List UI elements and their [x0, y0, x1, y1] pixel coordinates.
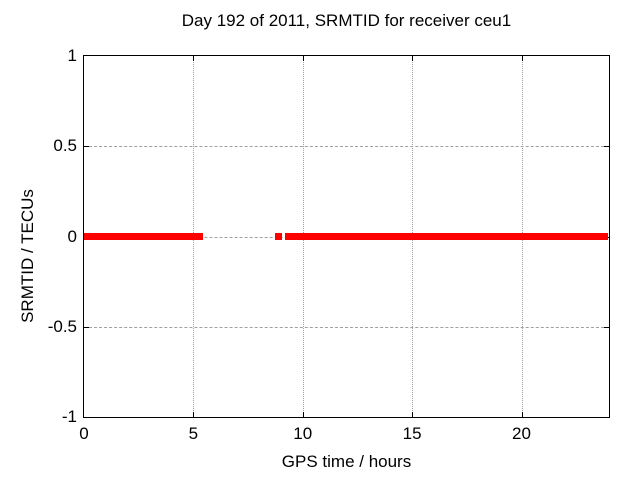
y-tick-label: 0: [67, 226, 77, 246]
y-tick-label: -0.5: [47, 316, 77, 336]
y-gridline: [84, 326, 609, 328]
data-series-segment: [84, 233, 204, 240]
x-tick-mark-top: [302, 56, 304, 61]
y-tick-label: -1: [61, 407, 77, 426]
x-tick-mark-top: [412, 56, 414, 61]
x-axis-label: GPS time / hours: [281, 452, 412, 471]
x-tick-label: 15: [402, 424, 422, 443]
y-tick-mark-right: [604, 326, 609, 328]
data-series-segment: [284, 233, 608, 240]
x-tick-label: 5: [188, 424, 199, 443]
plot-area: [83, 55, 610, 418]
y-tick-mark-left: [84, 146, 89, 148]
x-tick-mark-bottom: [302, 412, 304, 417]
x-tick-mark-bottom: [412, 412, 414, 417]
x-tick-label: 20: [512, 424, 531, 443]
x-tick-mark-bottom: [193, 412, 195, 417]
y-tick-label: 1: [67, 46, 77, 65]
x-tick-label: 10: [293, 424, 313, 443]
y-tick-mark-left: [84, 326, 89, 328]
x-tick-mark-top: [521, 56, 523, 61]
x-tick-mark-bottom: [521, 412, 523, 417]
data-series-segment: [274, 233, 282, 240]
chart-title: Day 192 of 2011, SRMTID for receiver ceu…: [181, 11, 512, 30]
x-tick-mark-top: [193, 56, 195, 61]
y-tick-mark-right: [604, 146, 609, 148]
x-tick-label: 0: [79, 424, 89, 443]
y-tick-label: 0.5: [53, 136, 77, 156]
y-gridline: [84, 146, 609, 148]
